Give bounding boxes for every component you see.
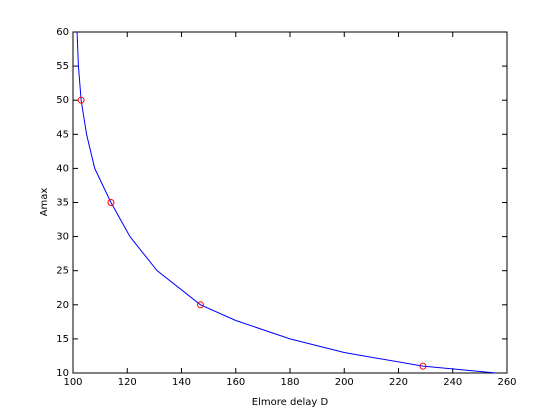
x-tick-label: 180 <box>280 377 299 388</box>
data-point <box>419 362 427 370</box>
x-tick-label: 120 <box>118 377 137 388</box>
data-point <box>107 199 115 206</box>
y-tick-label: 25 <box>56 266 69 277</box>
y-tick-label: 20 <box>56 300 69 311</box>
data-line <box>76 31 497 374</box>
x-tick-label: 140 <box>172 377 191 388</box>
x-tick-label: 220 <box>389 377 408 388</box>
y-tick-label: 35 <box>56 198 69 209</box>
y-tick-label: 55 <box>56 61 69 72</box>
y-tick-label: 40 <box>56 163 69 174</box>
y-tick-label: 30 <box>56 232 69 243</box>
x-tick-label: 160 <box>226 377 245 388</box>
data-point <box>77 96 85 104</box>
x-tick-label: 200 <box>335 377 354 388</box>
x-axis-label: Elmore delay D <box>252 397 329 408</box>
plot-frame <box>72 31 508 374</box>
y-tick-label: 15 <box>56 334 69 345</box>
data-point <box>196 301 204 309</box>
y-tick-label: 10 <box>56 368 69 379</box>
x-tick-label: 260 <box>497 377 516 388</box>
y-tick-label: 50 <box>56 95 69 106</box>
x-tick-label: 240 <box>443 377 462 388</box>
x-tick-label: 100 <box>63 377 82 388</box>
y-tick-label: 60 <box>56 27 69 38</box>
y-axis-label: Amax <box>39 188 50 217</box>
y-tick-label: 45 <box>56 129 69 140</box>
